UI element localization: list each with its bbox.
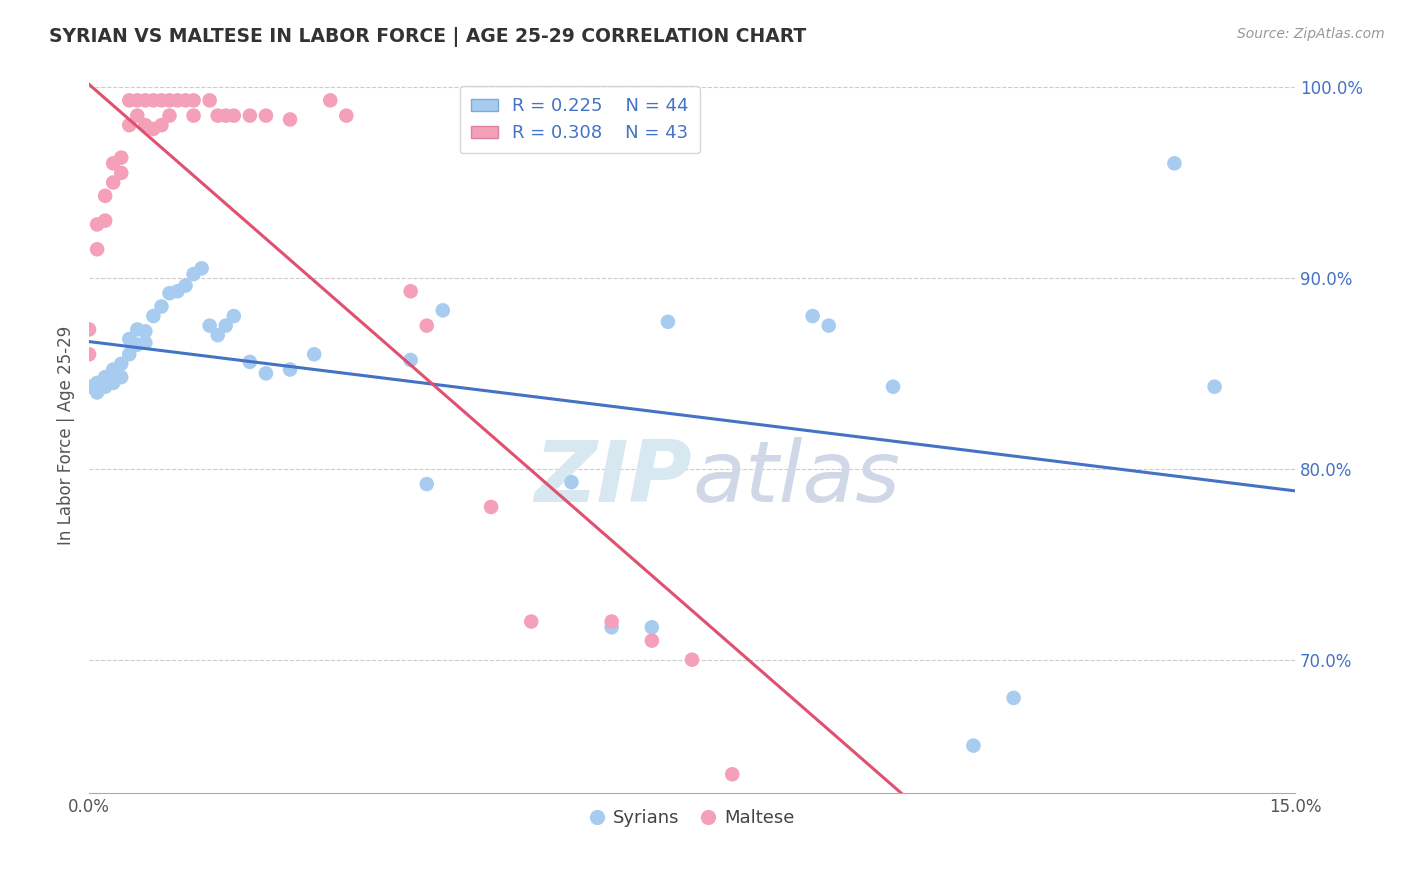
Point <box>207 109 229 123</box>
Point <box>94 189 117 203</box>
Point <box>479 500 502 514</box>
Point <box>159 286 181 301</box>
Point <box>600 615 623 629</box>
Point <box>416 477 439 491</box>
Point <box>159 109 181 123</box>
Point <box>641 633 664 648</box>
Point <box>215 318 238 333</box>
Point <box>174 278 197 293</box>
Point <box>432 303 454 318</box>
Point <box>399 285 422 299</box>
Point <box>159 93 181 107</box>
Point <box>86 242 108 256</box>
Point <box>198 93 221 107</box>
Point <box>142 93 165 107</box>
Point <box>190 261 212 276</box>
Point <box>110 357 132 371</box>
Point <box>560 475 582 490</box>
Text: ZIP: ZIP <box>534 437 692 520</box>
Point <box>239 355 262 369</box>
Point <box>142 309 165 323</box>
Point <box>215 109 238 123</box>
Point <box>103 176 125 190</box>
Point <box>198 318 221 333</box>
Point <box>183 93 205 107</box>
Point <box>183 267 205 281</box>
Point <box>127 109 149 123</box>
Point <box>641 620 664 634</box>
Point <box>94 213 117 227</box>
Point <box>77 380 100 394</box>
Point <box>319 93 342 107</box>
Point <box>77 322 100 336</box>
Point <box>882 380 904 394</box>
Point <box>118 347 141 361</box>
Point <box>110 166 132 180</box>
Point <box>801 309 824 323</box>
Point <box>127 93 149 107</box>
Legend: Syrians, Maltese: Syrians, Maltese <box>582 802 801 834</box>
Point <box>127 322 149 336</box>
Point <box>302 347 325 361</box>
Point <box>110 370 132 384</box>
Point <box>118 93 141 107</box>
Point <box>86 385 108 400</box>
Point <box>94 380 117 394</box>
Point <box>150 118 173 132</box>
Point <box>142 122 165 136</box>
Y-axis label: In Labor Force | Age 25-29: In Labor Force | Age 25-29 <box>58 326 75 545</box>
Point <box>127 337 149 351</box>
Point <box>335 109 357 123</box>
Point <box>94 370 117 384</box>
Point <box>174 93 197 107</box>
Point <box>520 615 543 629</box>
Point <box>110 151 132 165</box>
Point <box>103 362 125 376</box>
Point <box>1204 380 1226 394</box>
Point <box>416 318 439 333</box>
Point <box>86 376 108 390</box>
Point <box>77 347 100 361</box>
Point <box>118 118 141 132</box>
Point <box>134 118 156 132</box>
Point <box>134 335 156 350</box>
Point <box>166 93 188 107</box>
Point <box>817 318 839 333</box>
Point <box>183 109 205 123</box>
Point <box>239 109 262 123</box>
Point <box>222 109 245 123</box>
Point <box>278 362 301 376</box>
Point <box>222 309 245 323</box>
Point <box>134 324 156 338</box>
Point <box>134 93 156 107</box>
Point <box>399 353 422 368</box>
Point <box>657 315 679 329</box>
Point <box>1163 156 1185 170</box>
Point <box>118 332 141 346</box>
Point <box>166 285 188 299</box>
Text: atlas: atlas <box>692 437 900 520</box>
Point <box>103 376 125 390</box>
Point <box>150 300 173 314</box>
Point <box>721 767 744 781</box>
Point <box>681 653 703 667</box>
Point <box>86 218 108 232</box>
Point <box>254 109 277 123</box>
Point <box>207 328 229 343</box>
Text: Source: ZipAtlas.com: Source: ZipAtlas.com <box>1237 27 1385 41</box>
Point <box>1002 690 1025 705</box>
Point <box>962 739 984 753</box>
Point <box>254 367 277 381</box>
Point <box>278 112 301 127</box>
Text: SYRIAN VS MALTESE IN LABOR FORCE | AGE 25-29 CORRELATION CHART: SYRIAN VS MALTESE IN LABOR FORCE | AGE 2… <box>49 27 807 46</box>
Point <box>103 156 125 170</box>
Point <box>600 620 623 634</box>
Point <box>150 93 173 107</box>
